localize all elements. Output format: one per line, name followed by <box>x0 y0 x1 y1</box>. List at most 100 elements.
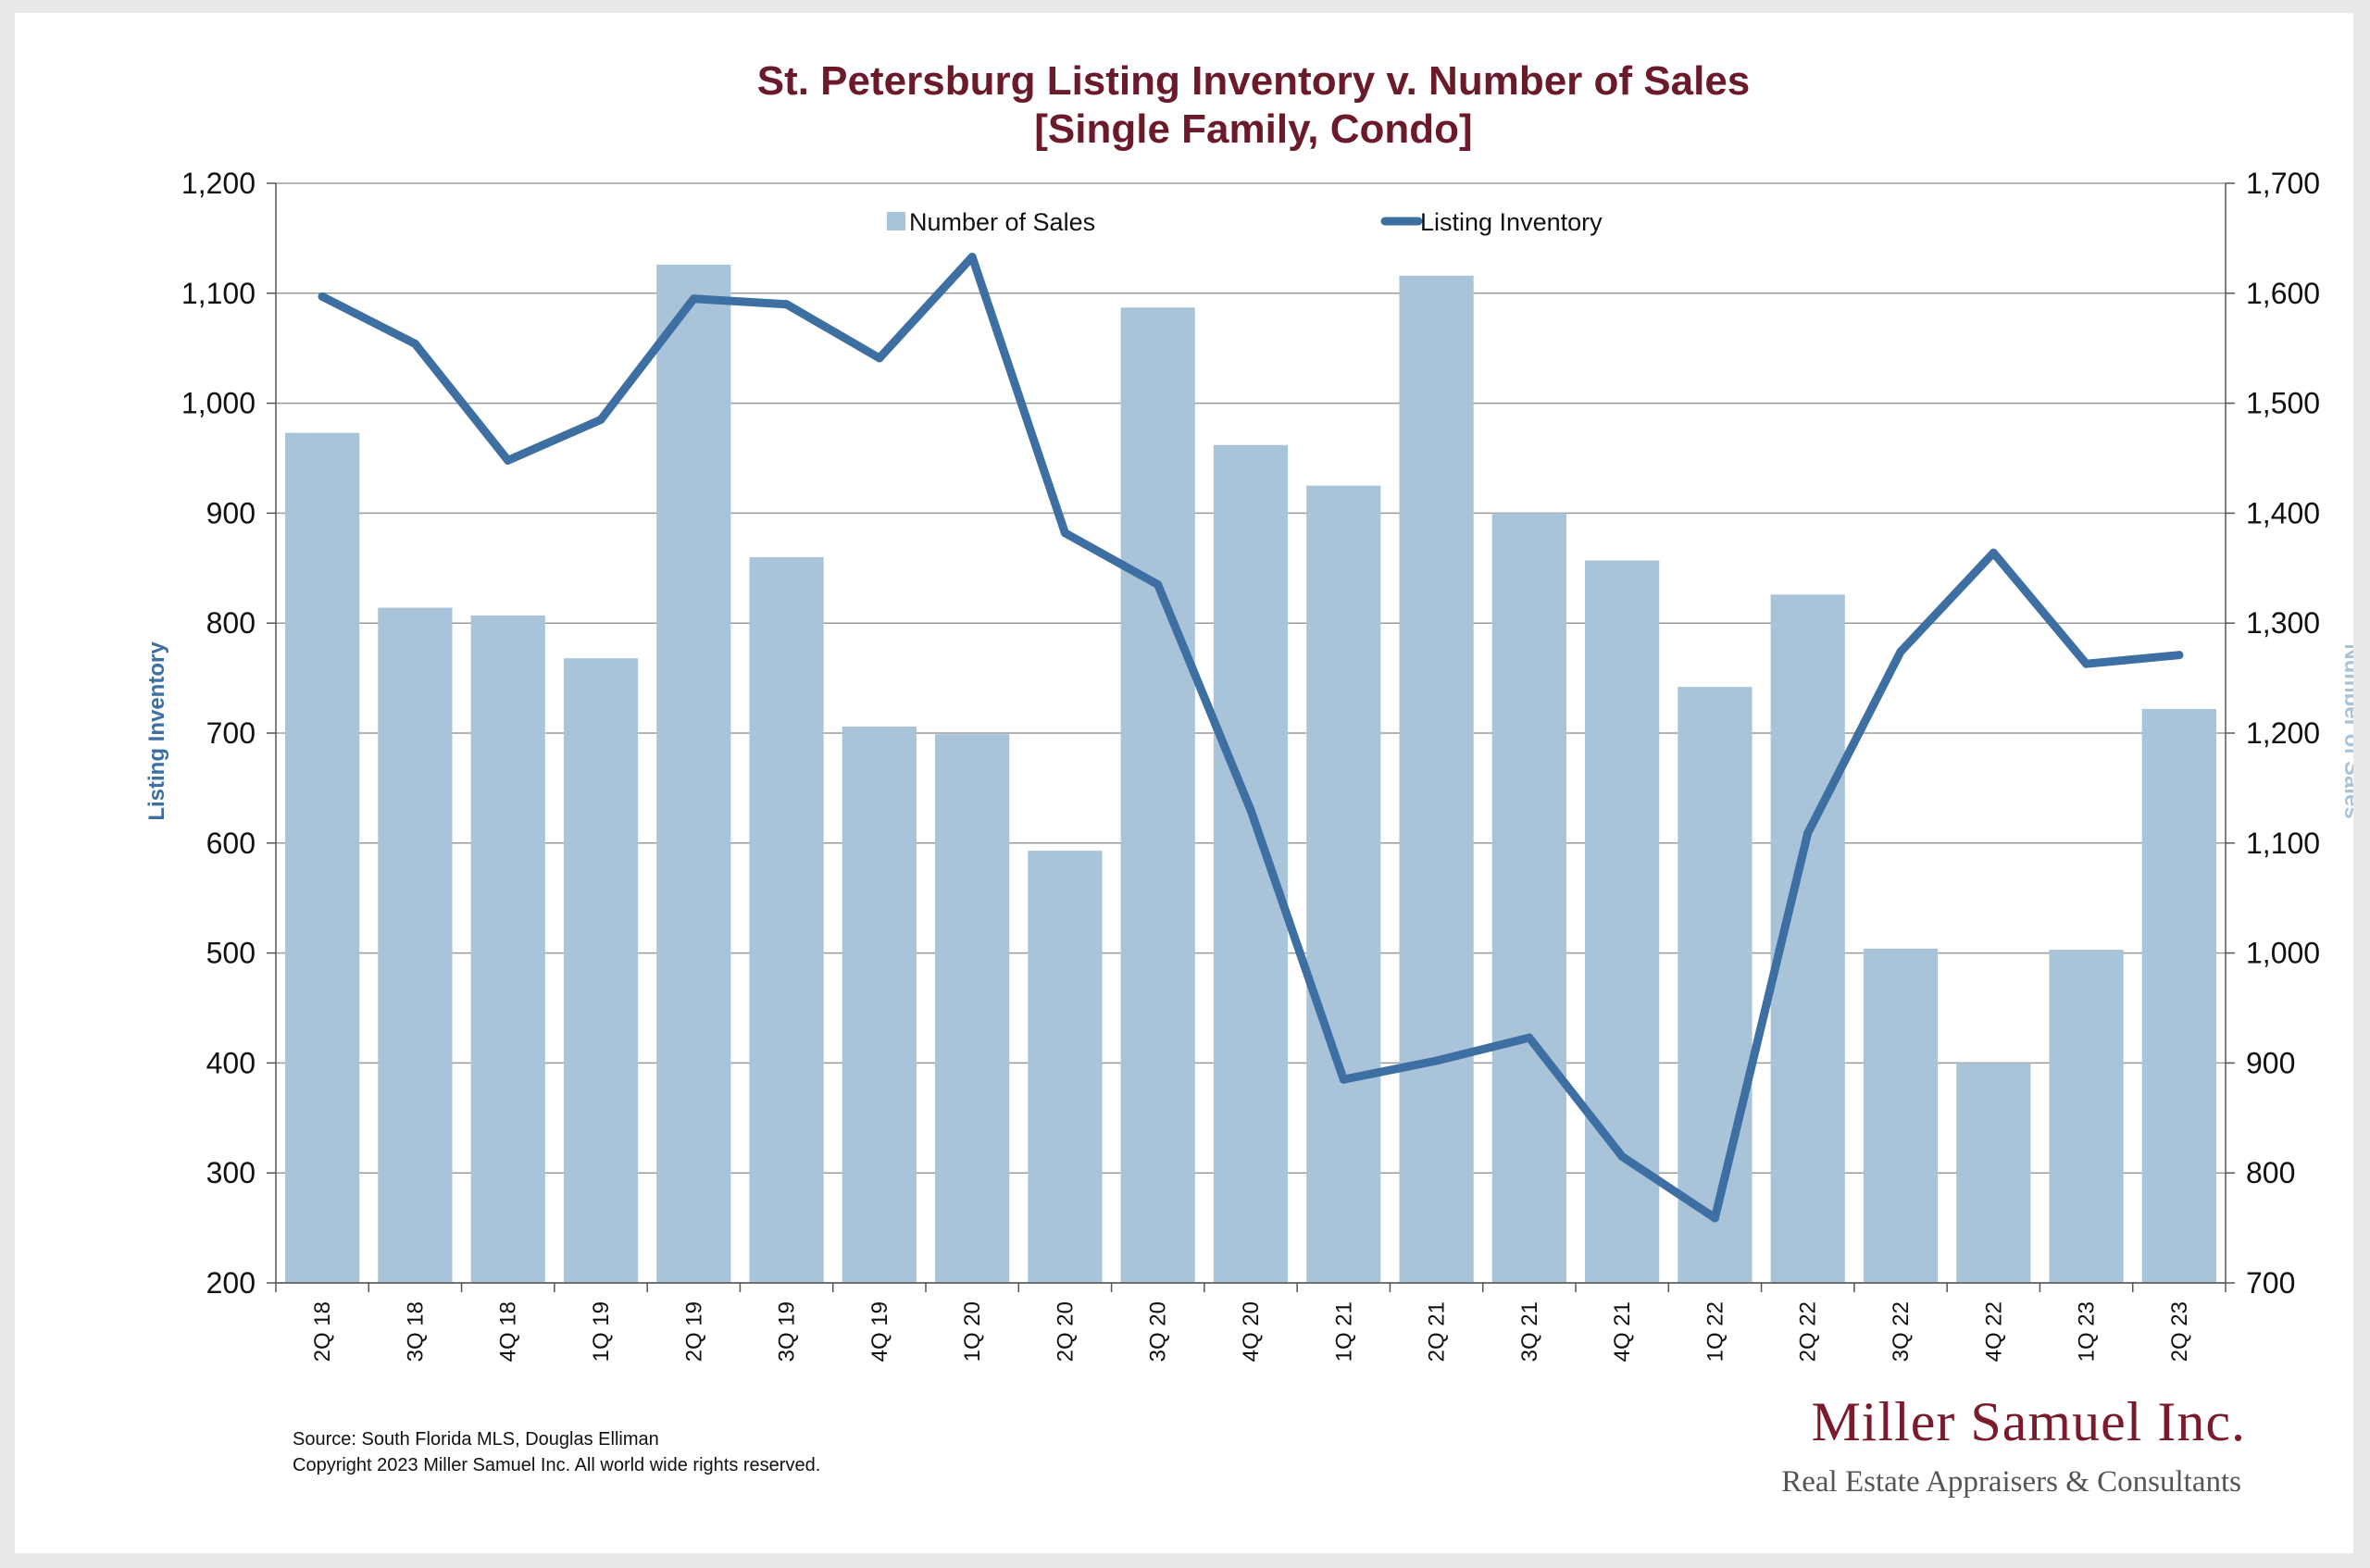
bar-number-of-sales <box>470 615 545 1283</box>
bar-number-of-sales <box>1585 560 1660 1283</box>
bar-number-of-sales <box>1213 444 1289 1283</box>
line-point-listing-inventory <box>1803 828 1813 838</box>
y-right-tick-label: 900 <box>2246 1046 2295 1079</box>
logo-tagline: Real Estate Appraisers & Consultants <box>1781 1465 2241 1499</box>
y-right-ticks: 700 800 900 1,000 1,100 1,200 1,300 1,400 1,500 1… <box>2246 167 2320 1300</box>
bar-number-of-sales <box>2141 708 2216 1283</box>
legend-swatch-sales <box>887 212 905 230</box>
x-tick-label: 3Q 22 <box>1889 1301 1914 1362</box>
bar-number-of-sales <box>749 556 824 1283</box>
x-tick-label: 4Q 20 <box>1239 1301 1264 1362</box>
bar-number-of-sales <box>1120 307 1195 1283</box>
line-point-listing-inventory <box>504 455 513 465</box>
y-left-tick-label: 800 <box>206 606 256 640</box>
x-tick-label: 4Q 22 <box>1981 1301 2006 1362</box>
y-left-tick-label: 1,100 <box>181 277 256 310</box>
bar-number-of-sales <box>1678 687 1753 1283</box>
y-left-tick-label: 400 <box>206 1046 256 1079</box>
chart-subtitle: [Single Family, Condo] <box>1034 106 1472 152</box>
line-point-listing-inventory <box>2082 659 2091 668</box>
line-point-listing-inventory <box>1339 1075 1348 1084</box>
bar-number-of-sales <box>378 607 453 1283</box>
x-tick-label: 3Q 20 <box>1146 1301 1171 1362</box>
bar-number-of-sales <box>285 432 360 1283</box>
x-tick-label: 2Q 21 <box>1425 1301 1450 1362</box>
chart-frame: St. Petersburg Listing Inventory v. Numb… <box>15 13 2353 1553</box>
line-point-listing-inventory <box>2175 651 2184 660</box>
x-tick-label: 4Q 18 <box>496 1301 521 1362</box>
y-left-axis-title: Listing Inventory <box>144 641 169 821</box>
bar-number-of-sales <box>1491 513 1566 1283</box>
bar-number-of-sales <box>1028 851 1103 1283</box>
line-point-listing-inventory <box>596 415 605 424</box>
y-right-tick-label: 1,500 <box>2246 387 2320 420</box>
x-tick-label: 1Q 19 <box>589 1301 614 1362</box>
logo-name: Miller Samuel Inc. <box>1811 1391 2246 1452</box>
legend-label-inventory: Listing Inventory <box>1420 208 1603 236</box>
x-tick-label: 2Q 23 <box>2167 1301 2192 1362</box>
y-left-tick-label: 1,200 <box>181 167 256 200</box>
y-left-tick-label: 700 <box>206 716 256 750</box>
y-right-tick-label: 1,100 <box>2246 827 2320 860</box>
chart-title: St. Petersburg Listing Inventory v. Numb… <box>757 58 1751 104</box>
line-point-listing-inventory <box>1246 805 1255 815</box>
x-tick-label: 4Q 21 <box>1610 1301 1635 1362</box>
copyright-line: Copyright 2023 Miller Samuel Inc. All wo… <box>293 1455 820 1475</box>
x-tick-label: 3Q 21 <box>1517 1301 1542 1362</box>
y-right-tick-label: 1,700 <box>2246 167 2320 200</box>
y-right-tick-label: 700 <box>2246 1266 2295 1300</box>
bars-group <box>285 264 2216 1283</box>
bar-number-of-sales <box>935 734 1010 1283</box>
y-left-tick-label: 200 <box>206 1266 256 1300</box>
y-right-tick-label: 800 <box>2246 1156 2295 1189</box>
line-point-listing-inventory <box>689 294 698 304</box>
line-point-listing-inventory <box>1432 1056 1441 1065</box>
source-line: Source: South Florida MLS, Douglas Ellim… <box>293 1429 659 1450</box>
legend: Number of Sales Listing Inventory <box>887 208 1603 236</box>
x-tick-label: 1Q 20 <box>960 1301 985 1362</box>
y-left-tick-label: 300 <box>206 1156 256 1189</box>
bar-number-of-sales <box>842 726 917 1283</box>
line-group <box>318 253 2184 1223</box>
y-right-tick-label: 1,600 <box>2246 277 2320 310</box>
line-point-listing-inventory <box>1525 1033 1534 1042</box>
x-tick-label: 3Q 18 <box>403 1301 428 1362</box>
y-right-tick-label: 1,200 <box>2246 716 2320 750</box>
y-right-tick-label: 1,000 <box>2246 937 2320 970</box>
y-left-tick-label: 900 <box>206 496 256 529</box>
line-point-listing-inventory <box>410 339 419 348</box>
bar-number-of-sales <box>2049 950 2124 1283</box>
x-tick-label: 4Q 19 <box>867 1301 892 1362</box>
chart-svg: St. Petersburg Listing Inventory v. Numb… <box>144 58 2353 1499</box>
line-point-listing-inventory <box>1989 548 1998 557</box>
y-left-tick-label: 600 <box>206 827 256 860</box>
x-tick-label: 2Q 18 <box>310 1301 335 1362</box>
line-point-listing-inventory <box>1060 529 1069 538</box>
y-right-tick-label: 1,400 <box>2246 496 2320 529</box>
x-tick-label: 2Q 22 <box>1796 1301 1821 1362</box>
y-right-axis-title: Number of Sales <box>2339 643 2353 818</box>
x-ticks: 2Q 18 3Q 18 4Q 18 1Q 19 2Q 19 3Q 19 4Q 19 1Q 20… <box>310 1301 2192 1362</box>
bar-number-of-sales <box>1306 485 1381 1283</box>
line-point-listing-inventory <box>1896 647 1905 656</box>
y-left-ticks: 200 300 400 500 600 700 800 900 1,000 1,100 1,200 <box>181 167 256 1300</box>
line-point-listing-inventory <box>1154 580 1163 590</box>
x-tick-label: 3Q 19 <box>775 1301 800 1362</box>
y-left-tick-label: 1,000 <box>181 387 256 420</box>
line-point-listing-inventory <box>875 354 884 363</box>
axes <box>267 182 2235 1292</box>
x-tick-label: 1Q 21 <box>1331 1301 1356 1362</box>
bar-number-of-sales <box>1399 275 1474 1283</box>
bar-number-of-sales <box>656 264 731 1283</box>
line-point-listing-inventory <box>1617 1151 1627 1161</box>
y-left-tick-label: 500 <box>206 937 256 970</box>
x-tick-label: 2Q 19 <box>681 1301 706 1362</box>
line-point-listing-inventory <box>318 292 327 301</box>
line-point-listing-inventory <box>782 300 792 309</box>
line-point-listing-inventory <box>1710 1213 1719 1223</box>
bar-number-of-sales <box>1863 948 1939 1283</box>
bar-number-of-sales <box>1956 1063 2031 1283</box>
x-tick-label: 1Q 23 <box>2075 1301 2100 1362</box>
y-right-tick-label: 1,300 <box>2246 606 2320 640</box>
legend-label-sales: Number of Sales <box>909 208 1095 236</box>
